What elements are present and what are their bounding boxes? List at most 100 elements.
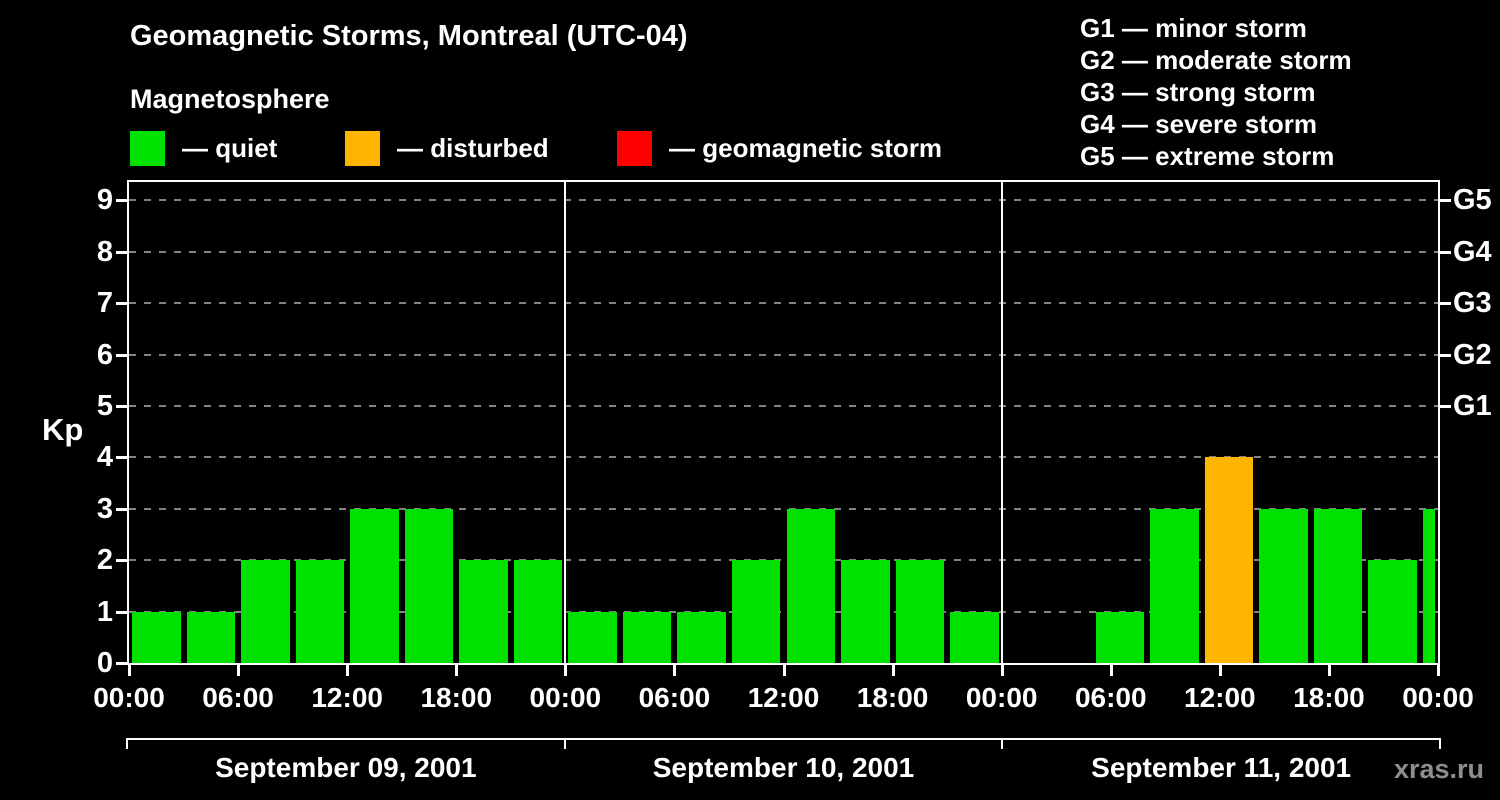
kp-bar (295, 560, 345, 663)
storm-color-swatch (617, 131, 652, 166)
legend-item-quiet: — quiet (130, 131, 277, 166)
gridline-kp6 (129, 353, 1438, 356)
kp-bar (1313, 508, 1363, 663)
disturbed-label: — disturbed (397, 133, 549, 163)
y-tick-mark (116, 507, 127, 511)
kp-bar (1368, 560, 1417, 663)
date-axis-tick (1001, 738, 1004, 749)
storm-scale-entry: G4 — severe storm (1080, 109, 1318, 139)
y-tick-mark (116, 199, 127, 203)
kp-bar (132, 611, 181, 663)
gridline-kp9 (129, 199, 1438, 202)
gridline-kp8 (129, 250, 1438, 253)
gridline-kp7 (129, 302, 1438, 305)
kp-bar (622, 611, 672, 663)
y-tick-mark (116, 405, 127, 408)
y-tick-label: 5 (96, 390, 113, 422)
kp-bar (895, 560, 945, 663)
kp-bar (513, 560, 563, 663)
x-tick-mark (1327, 665, 1331, 676)
legend-item-disturbed: — disturbed (345, 131, 549, 166)
y-axis-title: Kp (42, 412, 84, 447)
storm-label: — geomagnetic storm (669, 133, 943, 163)
legend-item-storm: — geomagnetic storm (617, 131, 942, 166)
kp-bar (786, 508, 836, 663)
y-tick-mark (116, 250, 127, 254)
kp-bar (1422, 508, 1435, 663)
x-tick-label: 18:00 (420, 682, 493, 713)
x-tick-label: 06:00 (202, 682, 274, 713)
disturbed-color-swatch (345, 131, 380, 166)
quiet-label: — quiet (182, 133, 278, 163)
g-scale-label: G1 (1453, 390, 1492, 422)
date-label: September 11, 2001 (1091, 752, 1352, 783)
kp-bar (841, 560, 890, 663)
right-tick-mark (1440, 405, 1451, 408)
y-tick-label: 2 (96, 544, 113, 577)
x-tick-mark (564, 665, 568, 676)
day-separator (564, 182, 567, 663)
y-tick-label: 8 (96, 235, 113, 268)
x-tick-label: 18:00 (856, 682, 929, 713)
y-tick-mark (116, 456, 127, 460)
date-axis-tick (563, 738, 566, 749)
kp-bar (459, 560, 508, 663)
y-tick-label: 9 (96, 184, 113, 217)
kp-bar (241, 560, 290, 663)
quiet-color-swatch (130, 131, 165, 166)
kp-bar (1259, 508, 1308, 663)
kp-bar (1204, 457, 1254, 663)
x-tick-label: 00:00 (1402, 682, 1474, 713)
kp-bar (568, 611, 617, 663)
x-tick-mark (1218, 665, 1222, 676)
gridline-kp4 (129, 456, 1438, 459)
chart-title: Geomagnetic Storms, Montreal (UTC-04) (130, 20, 688, 52)
x-tick-label: 12:00 (747, 682, 820, 713)
y-tick-mark (116, 662, 127, 665)
storm-scale-entry: G3 — strong storm (1080, 77, 1316, 107)
day-separator (1000, 182, 1003, 663)
y-tick-label: 1 (96, 595, 113, 628)
x-tick-mark (1437, 665, 1440, 676)
y-tick-label: 7 (96, 287, 113, 320)
right-tick-mark (1440, 199, 1451, 203)
y-tick-mark (116, 559, 127, 563)
y-tick-mark (116, 353, 127, 357)
kp-bar (186, 611, 236, 663)
right-tick-mark (1440, 302, 1451, 306)
g-scale-label: G2 (1453, 338, 1492, 371)
kp-bar (731, 560, 781, 663)
y-tick-mark (116, 610, 127, 614)
kp-bar (677, 611, 726, 663)
x-tick-label: 06:00 (1074, 682, 1147, 713)
y-tick-mark (116, 302, 127, 306)
x-tick-mark (1109, 665, 1113, 676)
x-tick-label: 12:00 (311, 682, 383, 713)
date-axis-tick (1439, 738, 1441, 749)
x-tick-mark (1000, 665, 1004, 676)
x-tick-mark (455, 665, 459, 676)
storm-scale-entry: G5 — extreme storm (1080, 141, 1335, 171)
storm-scale-entry: G2 — moderate storm (1080, 45, 1352, 75)
x-tick-mark (673, 665, 677, 676)
x-tick-label: 00:00 (965, 682, 1038, 713)
x-tick-label: 12:00 (1184, 682, 1256, 713)
watermark: xras.ru (1393, 754, 1484, 784)
x-tick-label: 00:00 (529, 682, 602, 713)
x-tick-label: 00:00 (93, 682, 165, 713)
right-tick-mark (1440, 250, 1451, 254)
chart-subtitle: Magnetosphere (130, 84, 330, 114)
x-tick-label: 18:00 (1293, 682, 1365, 713)
plot-area (127, 180, 1440, 665)
kp-bar (350, 508, 399, 663)
gridline-kp2 (129, 559, 1438, 562)
y-tick-label: 6 (96, 338, 113, 371)
storm-scale-legend: G1 — minor storm G2 — moderate storm G3 — … (1080, 12, 1352, 172)
x-tick-mark (237, 665, 241, 676)
g-scale-label: G4 (1453, 235, 1492, 268)
x-tick-mark (128, 665, 131, 676)
right-tick-mark (1440, 353, 1451, 357)
gridline-kp5 (129, 405, 1438, 407)
kp-bar (1150, 508, 1199, 663)
